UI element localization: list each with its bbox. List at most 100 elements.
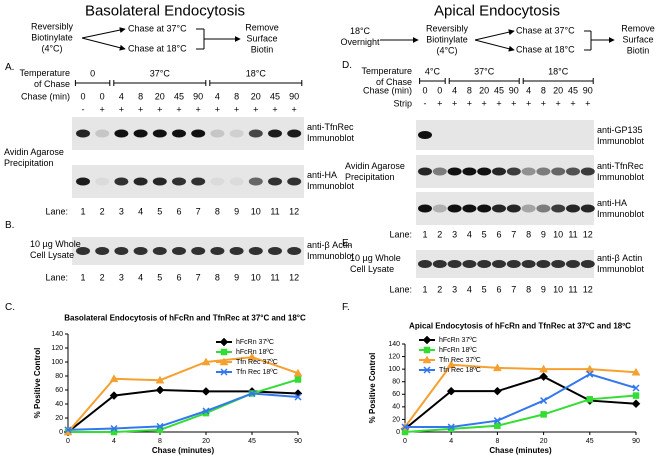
lane-number: 8: [214, 206, 220, 217]
arrow: [474, 39, 515, 52]
panel-label: A.: [5, 62, 15, 73]
blot-band: [551, 167, 566, 176]
data-point: [401, 423, 409, 431]
row-label: Avidin Agarose Precipitation: [4, 147, 64, 168]
y-axis-title: % Positive Control: [368, 353, 377, 424]
y-tick-label: 0: [396, 429, 400, 436]
y-tick-label: 140: [388, 341, 400, 348]
chase-time: 90: [582, 85, 593, 96]
lane-number: 4: [138, 206, 144, 217]
chase-time: 90: [193, 91, 204, 102]
blot-band: [152, 177, 167, 186]
blot-band: [172, 129, 186, 138]
blot-band: [76, 247, 90, 255]
blot-band: [418, 204, 432, 213]
blot-band: [580, 167, 595, 176]
data-point: [109, 391, 119, 400]
data-point: [632, 384, 640, 392]
blot-band: [432, 167, 447, 176]
series-line: [67, 356, 299, 433]
blot-band: [114, 177, 129, 186]
lane-number: 5: [481, 229, 487, 240]
strip-sign: +: [570, 98, 576, 109]
blot-band: [152, 247, 167, 255]
blot-band: [447, 167, 462, 176]
data-point: [201, 357, 211, 366]
chase-time: 4: [214, 91, 220, 102]
blot-band: [521, 167, 536, 176]
blot-band: [477, 204, 492, 213]
legend-label: hFcRn 37ºC: [439, 337, 477, 344]
chase-time: 8: [138, 91, 144, 102]
blot-band: [506, 167, 521, 176]
data-point: [539, 372, 548, 382]
series-line: [404, 375, 637, 430]
lane-number: 2: [99, 272, 105, 283]
row-label: 10 µg Whole Cell Lysate: [350, 253, 401, 274]
blot-band: [418, 131, 432, 139]
y-tick-label: 0: [59, 429, 63, 436]
legend-label: hFcRn 18ºC: [236, 349, 274, 356]
x-tick-label: 20: [540, 438, 548, 445]
lane-number: 10: [553, 284, 564, 295]
data-point: [294, 393, 302, 401]
data-point: [248, 389, 256, 398]
series-line: [67, 392, 299, 431]
lane-number: 3: [118, 272, 124, 283]
blot-label: anti-HA Immunoblot: [307, 170, 355, 191]
blot-band: [191, 177, 206, 186]
blot-band: [447, 260, 462, 268]
y-tick-label: 80: [392, 379, 400, 386]
blot-band: [210, 129, 225, 138]
section-title: Basolateral Endocytosis: [84, 2, 246, 20]
lane-number: 3: [452, 284, 458, 295]
lane-number: 4: [466, 229, 472, 240]
lane-number: 12: [289, 206, 300, 217]
legend-marker: [423, 346, 431, 354]
strip-sign: +: [291, 104, 297, 115]
lane-number: 5: [157, 272, 163, 283]
data-point: [446, 360, 456, 368]
chase-time: 90: [508, 85, 519, 96]
y-tick-label: 60: [55, 387, 63, 394]
lane-number: 6: [176, 206, 182, 217]
blot-band: [506, 204, 521, 213]
temperature: 37°C: [149, 68, 170, 79]
blot-band: [76, 129, 90, 138]
y-tick-label: 140: [51, 331, 63, 338]
lane-number: 1: [80, 272, 86, 283]
chase-time: 0: [422, 85, 428, 96]
blot-band: [536, 167, 551, 176]
blot-band: [268, 129, 282, 138]
lane-number: 7: [195, 272, 201, 283]
blot-band: [172, 177, 186, 186]
chase-time: 90: [289, 91, 300, 102]
strip-sign: +: [555, 98, 561, 109]
row-label: Temperature of Chase: [361, 66, 412, 87]
lane-number: 11: [568, 284, 578, 295]
lane-number: 11: [568, 229, 578, 240]
data-point: [201, 387, 211, 396]
data-point: [156, 422, 164, 430]
data-point: [294, 376, 302, 383]
protocol-step: Remove Surface Biotin: [245, 22, 279, 55]
lane-number: 12: [289, 272, 300, 283]
blot-band: [287, 129, 302, 138]
data-point: [632, 392, 640, 399]
lane-number: 3: [118, 206, 124, 217]
blot-band: [172, 247, 186, 255]
blot-band: [492, 204, 506, 213]
strip-sign: +: [137, 104, 144, 115]
x-tick-label: 20: [202, 438, 210, 445]
chase-time: 20: [154, 91, 165, 102]
strip-sign: +: [253, 104, 259, 115]
temperature: 0: [90, 68, 96, 79]
blot-band: [551, 260, 566, 268]
blot-label: anti-TfnRec Immunoblot: [597, 161, 645, 182]
temperature: 18°C: [548, 66, 569, 77]
panel-label: B.: [5, 220, 15, 231]
temperature: 4°C: [424, 66, 440, 77]
x-tick-label: 90: [632, 438, 640, 445]
blot-band: [462, 260, 477, 268]
blot-band: [133, 177, 148, 186]
